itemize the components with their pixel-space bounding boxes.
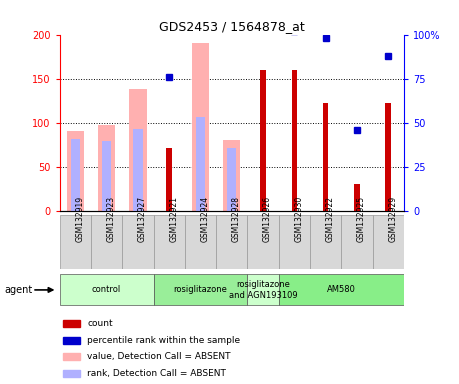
Bar — [291, 70, 297, 211]
FancyBboxPatch shape — [247, 274, 279, 306]
Bar — [386, 103, 391, 211]
Text: GSM132929: GSM132929 — [388, 196, 397, 242]
FancyBboxPatch shape — [185, 215, 216, 269]
Bar — [192, 43, 209, 211]
Text: agent: agent — [5, 285, 33, 295]
Bar — [98, 125, 115, 211]
Text: count: count — [87, 319, 113, 328]
Bar — [63, 353, 80, 360]
Title: GDS2453 / 1564878_at: GDS2453 / 1564878_at — [159, 20, 305, 33]
FancyBboxPatch shape — [310, 215, 341, 269]
FancyBboxPatch shape — [247, 215, 279, 269]
FancyBboxPatch shape — [154, 215, 185, 269]
FancyBboxPatch shape — [60, 274, 154, 306]
Text: value, Detection Call = ABSENT: value, Detection Call = ABSENT — [87, 352, 231, 361]
FancyBboxPatch shape — [279, 274, 404, 306]
FancyBboxPatch shape — [373, 215, 404, 269]
Text: GSM132925: GSM132925 — [357, 196, 366, 242]
Bar — [227, 147, 236, 211]
Text: rank, Detection Call = ABSENT: rank, Detection Call = ABSENT — [87, 369, 226, 378]
Text: rosiglitazone: rosiglitazone — [174, 285, 228, 295]
Bar — [223, 140, 241, 211]
FancyBboxPatch shape — [91, 215, 122, 269]
FancyBboxPatch shape — [122, 215, 154, 269]
Text: GSM132930: GSM132930 — [294, 196, 303, 242]
Text: control: control — [92, 285, 121, 295]
Bar — [67, 131, 84, 211]
Text: GSM132927: GSM132927 — [138, 196, 147, 242]
Bar — [260, 70, 266, 211]
FancyBboxPatch shape — [154, 274, 247, 306]
Text: AM580: AM580 — [327, 285, 356, 295]
Text: GSM132924: GSM132924 — [201, 196, 209, 242]
Bar — [63, 337, 80, 344]
Bar — [354, 184, 360, 211]
Bar — [63, 320, 80, 327]
FancyBboxPatch shape — [60, 215, 91, 269]
Bar — [102, 141, 112, 211]
Text: GSM132923: GSM132923 — [106, 196, 116, 242]
Bar — [129, 89, 146, 211]
FancyBboxPatch shape — [341, 215, 373, 269]
FancyBboxPatch shape — [216, 215, 247, 269]
Text: GSM132919: GSM132919 — [75, 196, 84, 242]
Text: GSM132921: GSM132921 — [169, 196, 178, 242]
Bar — [323, 103, 329, 211]
Bar — [196, 117, 205, 211]
Bar — [133, 129, 143, 211]
Text: rosiglitazone
and AGN193109: rosiglitazone and AGN193109 — [229, 280, 297, 300]
FancyBboxPatch shape — [279, 215, 310, 269]
Bar — [63, 370, 80, 377]
Bar — [71, 139, 80, 211]
Bar — [167, 147, 172, 211]
Text: GSM132926: GSM132926 — [263, 196, 272, 242]
Text: percentile rank within the sample: percentile rank within the sample — [87, 336, 241, 344]
Text: GSM132928: GSM132928 — [232, 196, 241, 242]
Text: GSM132922: GSM132922 — [326, 196, 335, 242]
